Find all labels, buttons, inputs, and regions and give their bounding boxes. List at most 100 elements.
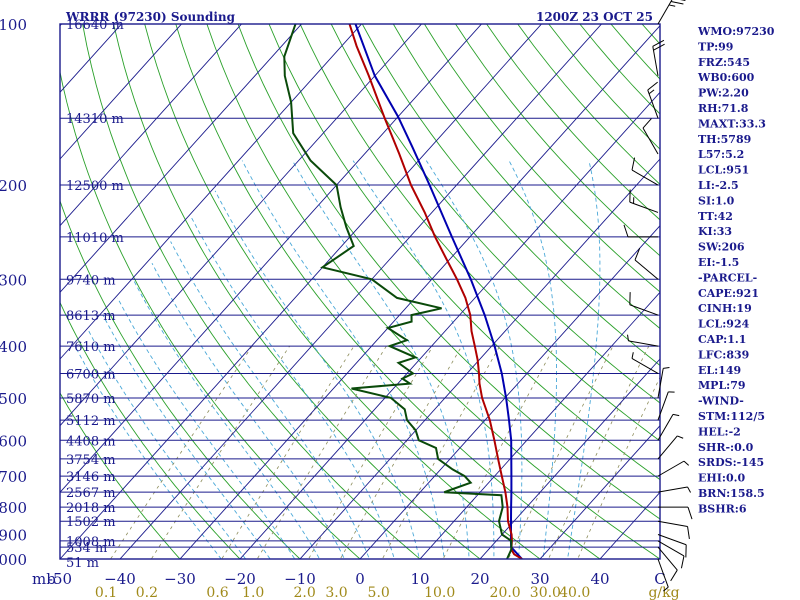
index-item: BRN:158.5 xyxy=(698,487,765,500)
index-item: TT:42 xyxy=(698,210,733,223)
wind-barb-staff xyxy=(657,414,674,441)
dry-adiabat xyxy=(175,24,601,559)
mixing-ratio-label: 40.0 xyxy=(559,585,590,600)
mixing-ratio-label: 1.0 xyxy=(242,585,264,600)
pressure-tick-label: 300 xyxy=(0,271,27,289)
wind-barb-staff xyxy=(634,259,659,280)
dry-adiabat xyxy=(424,24,660,293)
isotherm xyxy=(60,24,243,227)
wind-barb-staff xyxy=(657,558,669,588)
chart-traces xyxy=(283,24,523,559)
index-item: SW:206 xyxy=(698,241,745,254)
wind-barb xyxy=(657,534,687,558)
wind-barb xyxy=(657,0,686,25)
temperature-tick-label: 10 xyxy=(410,570,429,588)
index-item: CAPE:921 xyxy=(698,287,759,300)
height-label: 6700 m xyxy=(66,367,116,382)
wind-barb-flag xyxy=(642,118,652,129)
index-item: SRDS:-145 xyxy=(698,456,764,469)
wind-barb xyxy=(657,540,685,569)
index-item: HEL:-2 xyxy=(698,425,741,438)
wind-barb xyxy=(657,558,669,592)
temperature-tick-label: −10 xyxy=(284,570,316,588)
temperature-tick-label: -50 xyxy=(48,570,72,588)
isotherm xyxy=(60,24,543,559)
index-item: TP:99 xyxy=(698,40,733,53)
wind-barb-staff xyxy=(657,486,688,493)
mixing-ratio-label: 0.6 xyxy=(206,585,228,600)
wind-barb xyxy=(629,189,659,213)
wind-barb-staff xyxy=(657,391,669,421)
isotherm xyxy=(60,24,483,494)
wind-barb-staff xyxy=(657,460,685,477)
wind-barb-flag xyxy=(647,81,658,91)
wind-barb-flag xyxy=(634,248,641,261)
index-item: WMO:97230 xyxy=(697,25,775,38)
wind-barb-flag xyxy=(680,0,686,2)
wind-barb-flag xyxy=(687,506,693,520)
chart-title: WRRR (97230) Sounding xyxy=(65,10,236,24)
mixing-ratio-label: 3.0 xyxy=(325,585,347,600)
height-label: 3754 m xyxy=(66,453,116,468)
wind-barb xyxy=(657,460,690,477)
temperature-axis-labels: mb-50 −40 −30 −20 −10 0 10 20 30 40 C xyxy=(32,570,666,588)
wind-barb xyxy=(657,413,680,441)
height-label: 534 m xyxy=(66,541,107,556)
wind-barb-half xyxy=(648,89,655,95)
wind-barb xyxy=(657,486,691,493)
index-item: CAP:1.1 xyxy=(698,333,746,346)
moist-adiabat xyxy=(132,279,321,559)
isotherm xyxy=(60,24,363,360)
mixing-ratio-line xyxy=(221,345,355,559)
height-label: 11010 m xyxy=(66,231,124,246)
wind-barb-staff xyxy=(657,546,678,571)
parcel-trace xyxy=(354,24,523,559)
temperature-tick-label: 0 xyxy=(355,570,365,588)
pressure-tick-label: 400 xyxy=(0,338,27,356)
mixing-ratio-line xyxy=(150,345,290,559)
pressure-tick-label: 800 xyxy=(0,499,27,517)
wind-barb-staff xyxy=(631,169,659,186)
dry-adiabat xyxy=(330,24,660,404)
mixing-ratio-label: 2.0 xyxy=(293,585,315,600)
wind-barb-staff xyxy=(657,520,688,527)
moist-adiabat xyxy=(241,160,445,559)
pressure-tick-label: 500 xyxy=(0,390,27,408)
wind-barb-staff xyxy=(628,340,659,347)
wind-barbs xyxy=(623,0,693,592)
wind-barb-staff xyxy=(657,540,685,557)
pressure-tick-label: 600 xyxy=(0,432,27,450)
index-item: RH:71.8 xyxy=(698,102,749,115)
index-item: LCL:951 xyxy=(698,164,749,177)
mixing-ratio-line xyxy=(308,345,434,559)
temperature-tick-label: −20 xyxy=(224,570,256,588)
index-item: LCL:924 xyxy=(698,318,750,331)
moist-adiabat xyxy=(74,345,222,559)
isotherm xyxy=(359,224,660,559)
isotherm xyxy=(60,24,183,160)
temperature-tick-label: 20 xyxy=(470,570,489,588)
index-item: EL:149 xyxy=(698,364,741,377)
isotherm xyxy=(539,424,660,559)
moist-adiabat xyxy=(214,190,420,559)
wind-barb xyxy=(657,520,690,540)
isotherm xyxy=(60,24,423,427)
chart-grid xyxy=(60,24,660,559)
isotherm xyxy=(239,91,660,559)
mixing-ratio-line xyxy=(110,345,253,559)
height-label: 8613 m xyxy=(66,309,116,324)
dry-adiabat xyxy=(455,24,660,257)
index-item: TH:5789 xyxy=(698,133,751,146)
dry-adiabat xyxy=(299,24,660,442)
wind-barb-staff xyxy=(642,127,659,155)
temperature-tick-label: 40 xyxy=(590,570,609,588)
wind-barb xyxy=(657,366,670,399)
wind-barb xyxy=(642,118,659,155)
wind-barb-staff xyxy=(657,435,678,460)
index-item: L57:5.2 xyxy=(698,148,744,161)
pressure-tick-label: 200 xyxy=(0,177,27,195)
chart-valid-time: 1200Z 23 OCT 25 xyxy=(536,10,653,24)
index-item: EHI:0.0 xyxy=(698,472,745,485)
